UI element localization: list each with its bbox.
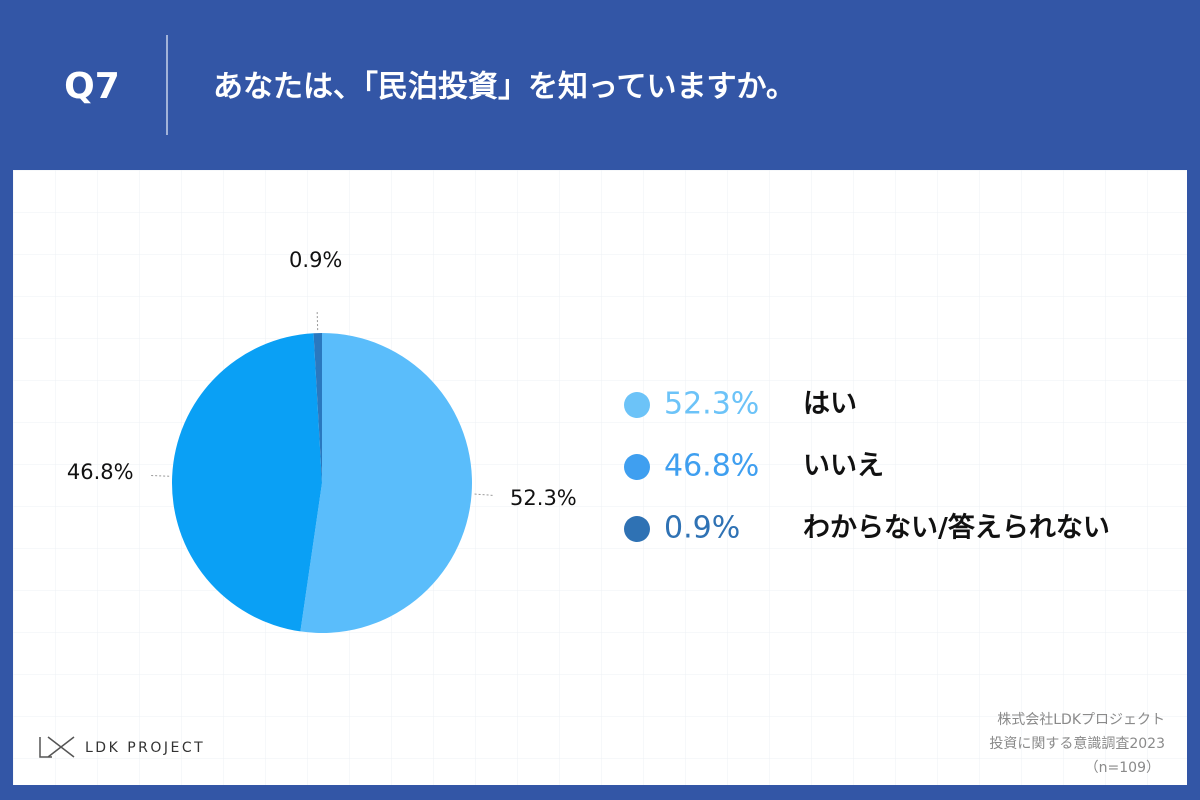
logo-text: LDK PROJECT — [85, 740, 205, 756]
legend-label: わからない/答えられない — [803, 512, 1110, 544]
pie-slice — [172, 333, 322, 632]
footer-sample: （n=109） — [1085, 760, 1160, 776]
logo-icon — [39, 736, 75, 758]
leader-line — [150, 474, 170, 477]
legend-value: 46.8% — [664, 449, 759, 484]
legend-value: 0.9% — [664, 511, 740, 546]
leader-line — [474, 493, 494, 496]
chart: 52.3% 46.8% 0.9% 52.3% はい 46.8% いいえ 0.9% わからない/答… — [67, 248, 1110, 633]
pie-slice — [313, 333, 322, 483]
legend-label: はい — [803, 389, 857, 420]
legend-marker — [624, 516, 650, 542]
legend-marker — [624, 454, 650, 480]
question-number: Q7 — [64, 66, 120, 107]
footer-company: 株式会社LDKプロジェクト — [997, 712, 1165, 728]
legend-marker — [624, 392, 650, 418]
logo: LDK PROJECT — [39, 736, 205, 758]
title: あなたは、「民泊投資」を知っていますか。 — [213, 70, 796, 105]
legend-label: いいえ — [803, 451, 884, 482]
slice-label: 46.8% — [67, 460, 134, 484]
legend-value: 52.3% — [664, 387, 759, 422]
slice-label: 52.3% — [510, 486, 577, 510]
slice-label: 0.9% — [289, 248, 342, 272]
pie-slice — [300, 333, 472, 633]
footer-survey: 投資に関する意識調査2023 — [989, 735, 1165, 752]
leader-line — [316, 311, 319, 331]
